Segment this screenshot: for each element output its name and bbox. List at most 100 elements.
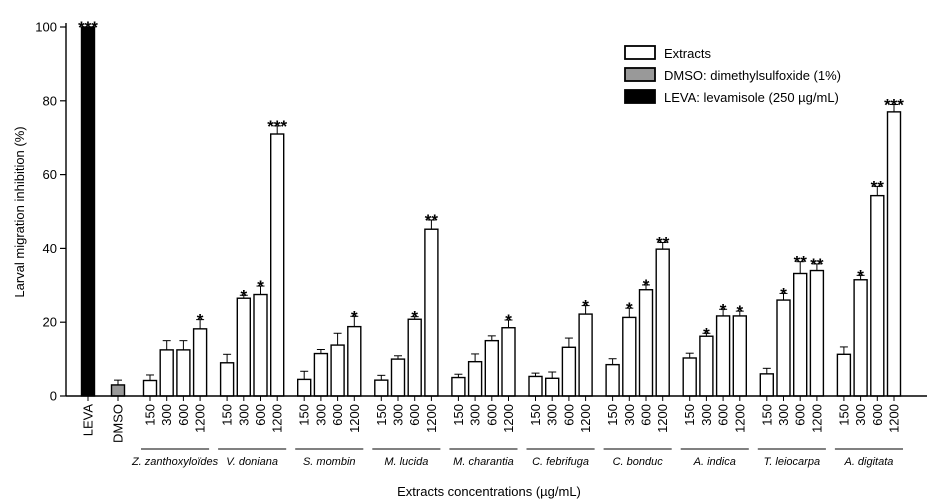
significance-label: * — [720, 300, 727, 319]
significance-label: ** — [810, 255, 824, 274]
x-tick-label: 150 — [605, 404, 620, 426]
x-tick-label: 300 — [545, 404, 560, 426]
bar — [682, 357, 697, 397]
x-tick-label: 150 — [836, 404, 851, 426]
x-tick-label: 1200 — [578, 404, 593, 433]
y-axis: 0 20 40 60 80 100 — [35, 20, 67, 404]
x-tick-label: 600 — [793, 404, 808, 426]
bar — [776, 299, 791, 397]
bar — [110, 384, 126, 397]
bar — [793, 272, 808, 397]
bar — [501, 327, 516, 397]
x-tick-label: 150 — [682, 404, 697, 426]
bar — [715, 315, 731, 397]
significance-label: * — [780, 284, 787, 303]
x-tick-label: 150 — [528, 404, 543, 426]
x-tick-label: 600 — [176, 404, 191, 426]
x-tick-label: DMSO — [111, 404, 126, 443]
bar — [313, 352, 329, 397]
x-tick-label: 150 — [143, 404, 158, 426]
x-tick-label: 1200 — [732, 404, 747, 433]
group-label: M. charantia — [453, 456, 514, 468]
x-tick-label: 1200 — [347, 404, 362, 433]
significance-label: * — [505, 311, 512, 330]
significance-label: *** — [884, 95, 904, 114]
x-tick-label: 300 — [622, 404, 637, 426]
x-tick-label: 300 — [313, 404, 328, 426]
bars-layer: ***** ***** ***** ****** **** ******** — [78, 18, 904, 397]
y-tick-label: 100 — [35, 20, 57, 35]
x-tick-label: 1200 — [655, 404, 670, 433]
group-label: Z. zanthoxyloïdes — [131, 456, 219, 468]
x-tick-label: 600 — [407, 404, 422, 426]
bar — [836, 353, 852, 397]
bar — [699, 335, 714, 397]
bar — [484, 339, 499, 397]
bar — [219, 362, 235, 397]
x-tick-label: 150 — [374, 404, 389, 426]
group-label: M. lucida — [384, 456, 428, 468]
group-label: T. leiocarpa — [764, 456, 820, 468]
group-label: A. digitata — [843, 456, 893, 468]
significance-label: * — [582, 297, 589, 316]
x-tick-label: 1200 — [809, 404, 824, 433]
bar — [638, 289, 654, 397]
significance-label: * — [703, 324, 710, 343]
x-axis-label: Extracts concentrations (µg/mL) — [397, 484, 581, 499]
bar — [80, 26, 96, 397]
bar — [655, 248, 670, 397]
y-axis-label: Larval migration inhibition (%) — [12, 126, 27, 297]
significance-label: * — [197, 311, 204, 330]
x-tick-label: 600 — [561, 404, 576, 426]
x-tick-label: 150 — [759, 404, 774, 426]
x-tick-label: 1200 — [501, 404, 516, 433]
x-tick-label: 300 — [236, 404, 251, 426]
bar — [467, 360, 483, 397]
bar — [732, 315, 747, 397]
significance-label: * — [351, 307, 358, 326]
x-tick-label: 150 — [220, 404, 235, 426]
x-tick-label: 1200 — [193, 404, 208, 433]
y-tick-label: 60 — [43, 167, 57, 182]
bar — [407, 318, 422, 397]
bar — [853, 279, 868, 397]
x-tick-label: 300 — [391, 404, 406, 426]
x-tick-label: LEVA — [81, 404, 96, 437]
y-tick-label: 0 — [50, 389, 57, 404]
x-tick-label: 300 — [468, 404, 483, 426]
significance-label: *** — [78, 18, 98, 37]
significance-label: ** — [871, 177, 885, 196]
significance-label: * — [736, 302, 743, 321]
y-tick-label: 80 — [43, 93, 57, 108]
bar — [759, 373, 774, 397]
x-tick-label: 300 — [699, 404, 714, 426]
bar — [561, 346, 577, 397]
bar — [528, 375, 543, 397]
legend-label: Extracts — [664, 46, 711, 61]
significance-label: ** — [425, 211, 439, 230]
bar — [622, 316, 637, 397]
legend-label: LEVA: levamisole (250 µg/mL) — [664, 90, 839, 105]
significance-label: * — [857, 266, 864, 285]
group-label: S. mombin — [303, 456, 356, 468]
bar — [870, 194, 885, 397]
significance-label: ** — [794, 253, 808, 272]
bar — [142, 379, 158, 397]
x-tick-label: 150 — [297, 404, 312, 426]
y-tick-label: 20 — [43, 315, 57, 330]
significance-label: ** — [656, 233, 670, 252]
significance-label: * — [626, 299, 633, 318]
bar — [451, 376, 466, 397]
bar — [297, 378, 312, 397]
group-label: V. doniana — [226, 456, 278, 468]
legend: Extracts DMSO: dimethylsulfoxide (1%) LEVA… — [624, 45, 841, 105]
bar — [330, 344, 345, 397]
x-tick-label: 600 — [484, 404, 499, 426]
bar — [236, 297, 252, 397]
legend-label: DMSO: dimethylsulfoxide (1%) — [664, 68, 841, 83]
significance-label: * — [257, 277, 264, 296]
x-tick-label: 600 — [716, 404, 731, 426]
x-tick-label: 1200 — [270, 404, 285, 433]
bar — [374, 379, 389, 397]
